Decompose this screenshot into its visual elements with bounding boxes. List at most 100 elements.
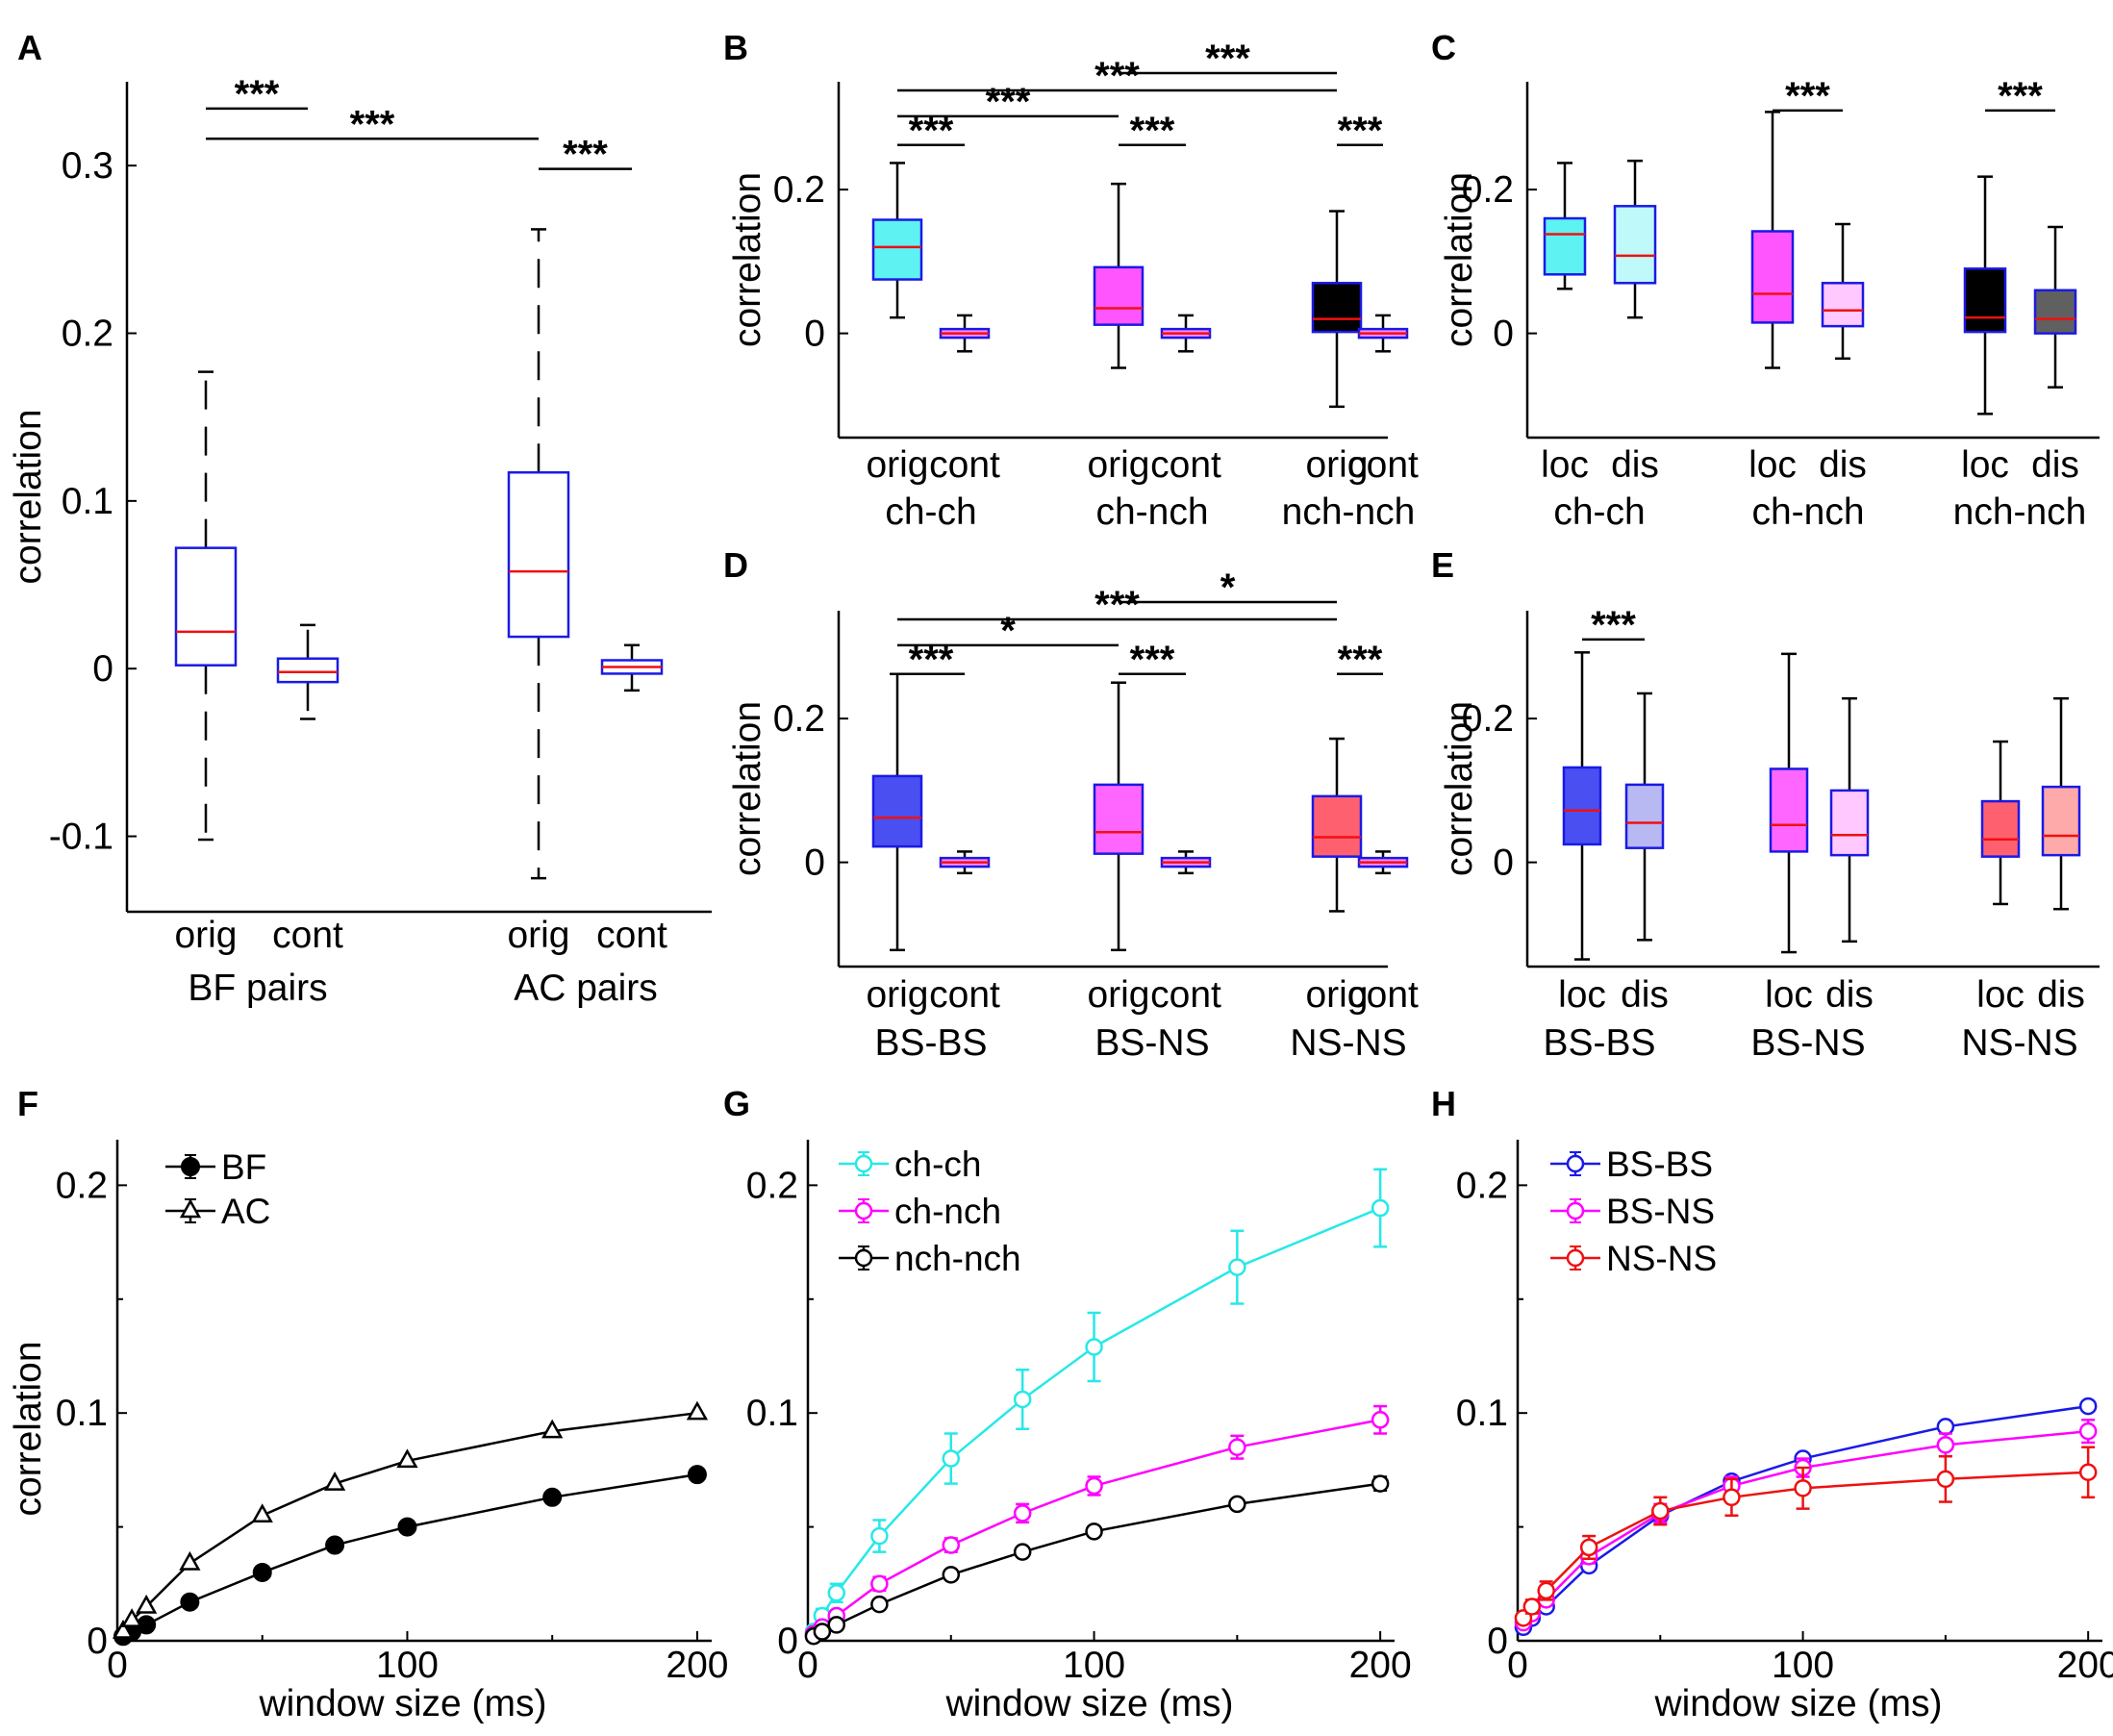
y-tick-label: 0.2 xyxy=(62,314,113,355)
legend-label: BS-BS xyxy=(1606,1145,1713,1184)
data-point xyxy=(541,1419,564,1439)
y-tick-label: 0.3 xyxy=(62,145,113,187)
box-dis-ns-ns xyxy=(2041,696,2081,911)
box-dis-bs-ns xyxy=(1829,696,1870,943)
data-point xyxy=(1013,1390,1032,1409)
box-body xyxy=(871,774,923,848)
y-tick-label: -0.1 xyxy=(49,817,113,858)
data-point xyxy=(1085,1522,1103,1541)
series-ch-ch xyxy=(804,1168,1390,1641)
data-point xyxy=(120,1608,143,1627)
y-tick-label: 0.2 xyxy=(1456,1165,1508,1206)
box-orig-ch-nch xyxy=(1093,182,1145,369)
data-point xyxy=(870,1526,889,1546)
y-tick-label: 0.1 xyxy=(746,1393,798,1434)
x-tick-label: 200 xyxy=(666,1645,728,1686)
box-body xyxy=(1963,267,2007,334)
x-axis-label: window size (ms) xyxy=(1653,1683,1942,1724)
y-tick-label: 0 xyxy=(804,314,825,355)
data-point xyxy=(2078,1396,2098,1416)
data-point xyxy=(325,1535,345,1555)
group-label: BS-NS xyxy=(1750,1022,1865,1064)
x-category-label: cont xyxy=(1347,974,1419,1016)
x-tick-label: 200 xyxy=(1349,1645,1412,1686)
y-tick-label: 0.2 xyxy=(773,169,825,211)
x-category-label: dis xyxy=(2037,974,2085,1016)
x-category-label: cont xyxy=(1150,444,1221,486)
data-point xyxy=(687,1465,707,1485)
y-tick-label: 0.1 xyxy=(62,481,113,522)
data-point xyxy=(2078,1422,2098,1441)
significance-stars: * xyxy=(1220,566,1236,609)
data-point xyxy=(1371,1411,1390,1429)
box-body xyxy=(1750,230,1795,324)
x-category-label: cont xyxy=(929,974,1000,1016)
legend-label: NS-NS xyxy=(1606,1239,1717,1278)
box-loc-ns-ns xyxy=(1980,740,2021,906)
legend-item-ch-nch: ch-nch xyxy=(839,1192,1001,1231)
y-axis-label: correlation xyxy=(727,701,768,876)
box-body xyxy=(871,218,923,281)
legend-label: nch-nch xyxy=(894,1239,1021,1278)
y-tick-label: 0.2 xyxy=(56,1165,108,1206)
x-category-label: loc xyxy=(1976,974,2025,1016)
box-body xyxy=(1543,216,1587,276)
series-nch-nch xyxy=(804,1474,1390,1646)
legend-item-bs-bs: BS-BS xyxy=(1550,1145,1713,1184)
data-point xyxy=(1085,1338,1103,1356)
y-tick-label: 0.2 xyxy=(1462,169,1514,211)
panel-g: 0 0.1 0.2 0 100 200 window size (ms) ch-ch ch-nc… xyxy=(746,1140,1412,1724)
box-body xyxy=(1821,282,1865,328)
panel-label-e: E xyxy=(1431,545,1454,585)
x-category-label: cont xyxy=(272,915,343,956)
legend-marker xyxy=(854,1154,873,1173)
panel-label-c: C xyxy=(1431,28,1456,67)
panel-label-a: A xyxy=(17,28,42,67)
data-point xyxy=(870,1574,889,1594)
data-point xyxy=(396,1448,418,1469)
significance-stars: *** xyxy=(350,103,395,145)
data-point xyxy=(942,1449,961,1468)
y-tick-label: 0.1 xyxy=(56,1393,108,1434)
panel-label-d: D xyxy=(723,545,748,585)
data-point xyxy=(2078,1463,2098,1482)
legend-marker xyxy=(1566,1248,1585,1268)
data-point xyxy=(136,1594,158,1614)
legend-item-bs-ns: BS-NS xyxy=(1550,1192,1715,1231)
box-loc-bs-bs xyxy=(1562,651,1602,961)
significance-stars: *** xyxy=(1338,639,1383,681)
data-point xyxy=(179,1550,201,1571)
box-cont-bf-pairs xyxy=(276,623,340,720)
y-axis-label: correlation xyxy=(1439,172,1480,347)
box-body xyxy=(1624,783,1665,849)
group-label: nch-nch xyxy=(1953,491,2087,533)
x-category-label: cont xyxy=(1347,444,1419,486)
legend-item-ns-ns: NS-NS xyxy=(1550,1239,1717,1278)
box-body xyxy=(174,546,238,667)
x-category-label: loc xyxy=(1541,444,1589,486)
legend-label: ch-nch xyxy=(894,1192,1001,1231)
x-category-label: orig xyxy=(1087,974,1149,1016)
y-tick-label: 0 xyxy=(777,1621,798,1662)
box-orig-ch-ch xyxy=(871,162,923,319)
x-category-label: dis xyxy=(1621,974,1669,1016)
group-label: AC pairs xyxy=(514,968,658,1009)
data-point xyxy=(1522,1598,1542,1616)
x-category-label: cont xyxy=(929,444,1000,486)
y-tick-label: 0 xyxy=(87,1621,108,1662)
series-ac xyxy=(112,1400,709,1639)
panel-label-b: B xyxy=(723,28,748,67)
box-body xyxy=(1980,799,2021,858)
box-orig-bs-ns xyxy=(1093,681,1145,952)
data-point xyxy=(1537,1581,1555,1600)
box-orig-ns-ns xyxy=(1311,737,1363,913)
significance-stars: *** xyxy=(909,639,954,681)
data-point xyxy=(1371,1474,1390,1493)
y-axis-label: correlation xyxy=(727,172,768,347)
data-point xyxy=(252,1562,272,1582)
data-point xyxy=(1794,1479,1812,1497)
